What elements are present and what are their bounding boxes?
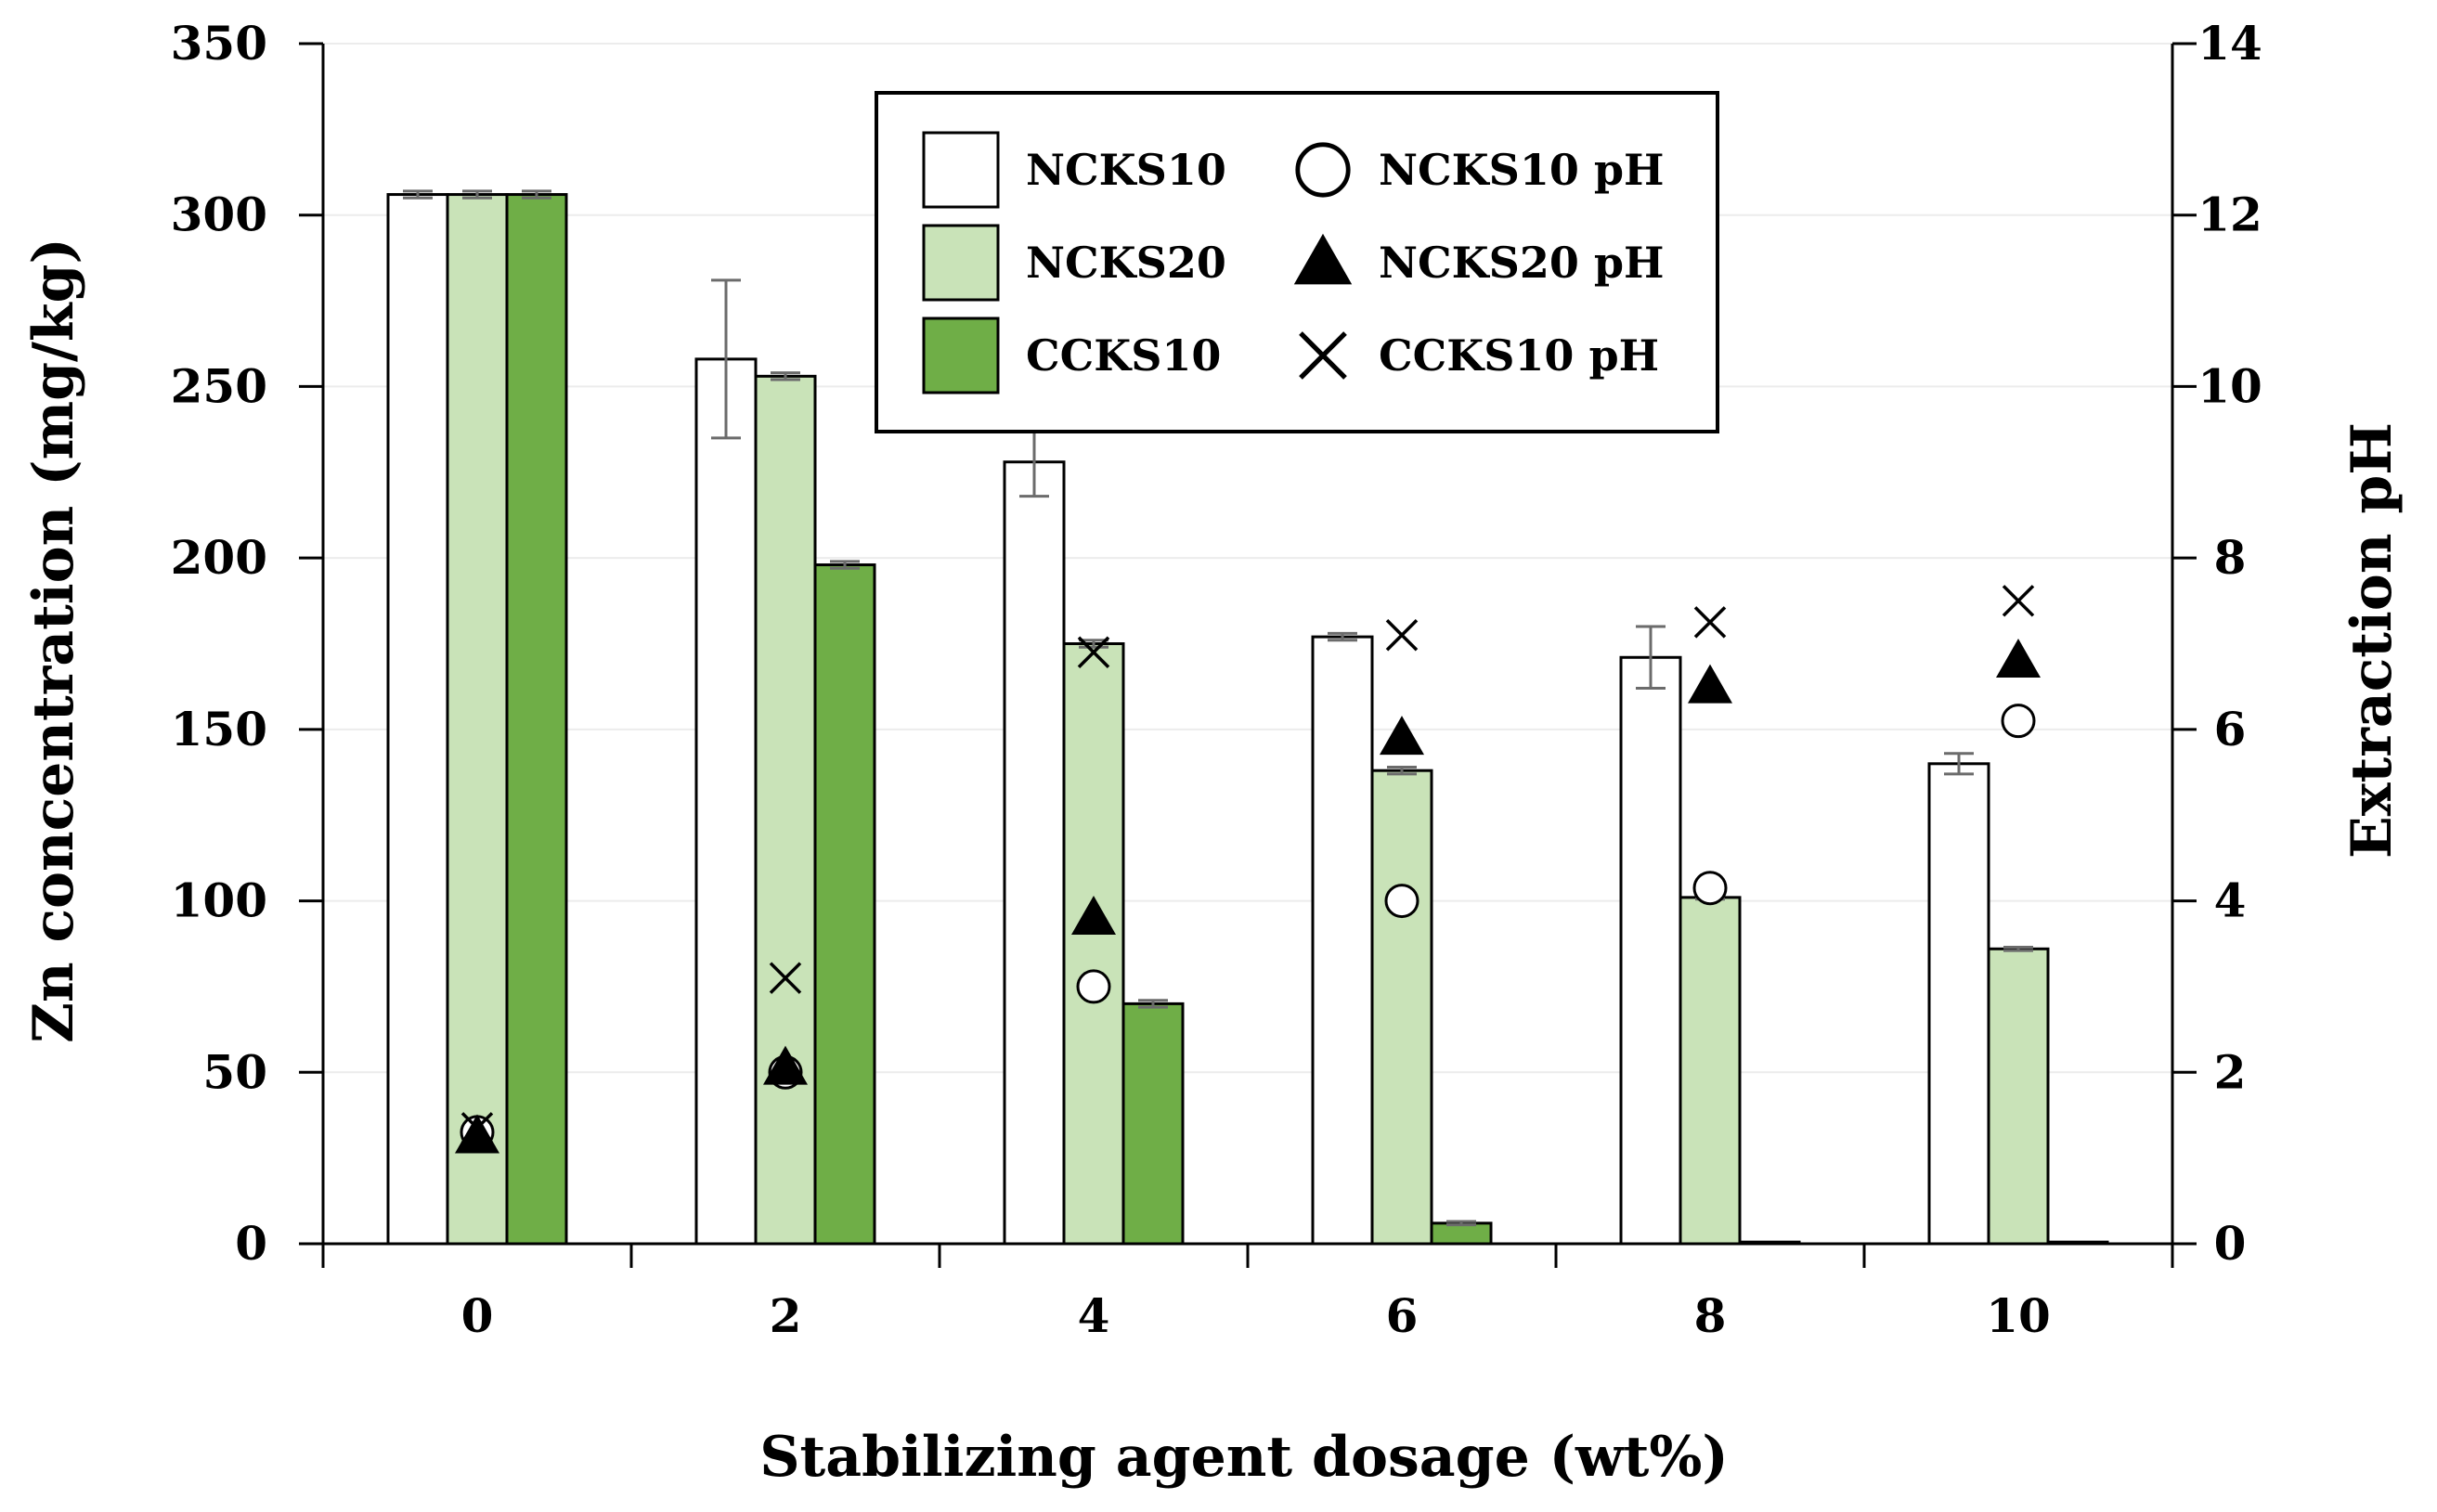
- legend-box: [875, 91, 1719, 433]
- bar-ncks20-2: [754, 374, 817, 1246]
- bar-ncks10-0: [386, 193, 449, 1246]
- axes-layer: 0 50 100 150 200 250 300 350 0 2 4 6 8 10 12 14 0 2 4 6 8 10: [171, 16, 2262, 1343]
- error-bar-ncks20-2: [771, 371, 800, 381]
- x-axis-title: Stabilizing agent dosage (wt%): [759, 1425, 1729, 1490]
- legend-label-ccks10: CCKS10: [1026, 330, 1221, 381]
- legend-label-ncks20-ph: NCKS20 pH: [1379, 238, 1665, 288]
- legend-label-ccks10-ph: CCKS10 pH: [1379, 330, 1659, 381]
- y2-tick-label: 10: [2197, 358, 2262, 413]
- error-bar-ncks10-2: [711, 278, 741, 440]
- bar-ncks10-8: [1619, 655, 1682, 1246]
- ph-marker-ccks10-ph-0: [460, 1112, 494, 1144]
- ph-marker-ncks10-ph-10: [2001, 704, 2036, 739]
- bar-ncks20-6: [1370, 769, 1433, 1246]
- legend-items: NCKS10 NCKS20 CCKS10 NCKS10 pH NCKS20 pH CCKS…: [922, 131, 1665, 394]
- bar-ccks10-4: [1121, 1002, 1185, 1246]
- error-bar-ncks10-0: [403, 189, 433, 200]
- error-bar-ncks10-10: [1944, 752, 1974, 776]
- y-tick-label: 100: [171, 873, 267, 928]
- y2-tick-label: 14: [2197, 16, 2262, 71]
- y-tick-label: 350: [171, 16, 267, 71]
- bar-ncks20-8: [1679, 896, 1742, 1246]
- y2-tick-label: 2: [2214, 1044, 2247, 1099]
- y2-tick-label: 0: [2214, 1216, 2247, 1271]
- error-bar-ccks10-4: [1138, 999, 1168, 1009]
- error-bar-ncks20-10: [2003, 945, 2033, 952]
- legend-swatch-ccks10: [922, 317, 1000, 394]
- error-bar-ccks10-6: [1446, 1220, 1476, 1227]
- y-tick-label: 200: [171, 530, 267, 585]
- legend-swatch-ncks20: [922, 224, 1000, 302]
- bar-ncks20-4: [1062, 642, 1125, 1246]
- bar-ccks10-2: [813, 563, 876, 1246]
- error-bar-ccks10-0: [522, 189, 551, 200]
- bar-ncks20-10: [1987, 947, 2050, 1246]
- x-tick-label: 2: [770, 1288, 802, 1343]
- x-tick-label: 0: [461, 1288, 494, 1343]
- y-tick-label: 300: [171, 187, 267, 242]
- ph-marker-ccks10-ph-2: [769, 962, 802, 994]
- y-tick-label: 150: [171, 702, 267, 756]
- x-tick-label: 10: [1986, 1288, 2051, 1343]
- y2-tick-label: 8: [2214, 530, 2247, 585]
- ph-markers-layer: [455, 585, 2041, 1154]
- y2-axis-title: Extraction pH: [2340, 422, 2405, 859]
- error-bar-ccks10-2: [830, 560, 860, 570]
- y-axis-title: Zn concentration (mg/kg): [21, 238, 86, 1043]
- legend-label-ncks10: NCKS10: [1026, 145, 1226, 195]
- ph-marker-ccks10-ph-4: [1077, 636, 1110, 668]
- bar-ncks20-0: [446, 193, 509, 1246]
- y2-tick-label: 6: [2214, 702, 2247, 756]
- ph-marker-ncks20-ph-6: [1380, 716, 1424, 756]
- error-bar-ncks20-6: [1387, 765, 1417, 776]
- x-tick-label: 8: [1694, 1288, 1727, 1343]
- y-tick-label: 0: [235, 1216, 267, 1271]
- y2-tick-label: 12: [2197, 187, 2262, 242]
- x-tick-label: 4: [1078, 1288, 1110, 1343]
- ph-marker-ncks10-ph-8: [1692, 871, 1728, 906]
- bar-ncks10-4: [1003, 460, 1066, 1246]
- legend-marker-ccks10-ph: [1299, 331, 1347, 380]
- error-bar-ncks10-8: [1636, 625, 1666, 691]
- y2-tick-label: 4: [2214, 873, 2247, 928]
- y-tick-label: 250: [171, 358, 267, 413]
- bar-ncks10-2: [694, 357, 758, 1246]
- ph-marker-ncks10-ph-6: [1384, 884, 1419, 919]
- legend-swatch-ncks10: [922, 131, 1000, 209]
- bar-ccks10-0: [505, 193, 568, 1246]
- legend-marker-ncks10-ph: [1295, 142, 1351, 198]
- legend: NCKS10 NCKS20 CCKS10 NCKS10 pH NCKS20 pH CCKS…: [875, 91, 1719, 433]
- ph-marker-ncks10-ph-4: [1076, 969, 1111, 1004]
- ph-marker-ncks20-ph-0: [455, 1114, 499, 1154]
- ph-marker-ncks20-ph-4: [1071, 896, 1116, 936]
- y-tick-label: 50: [202, 1044, 267, 1099]
- ph-marker-ncks20-ph-10: [1996, 638, 2041, 678]
- bars-layer: [386, 193, 2109, 1246]
- bar-ncks10-10: [1927, 762, 1990, 1246]
- ph-marker-ccks10-ph-6: [1385, 619, 1419, 652]
- legend-label-ncks10-ph: NCKS10 pH: [1379, 145, 1665, 195]
- ph-marker-ncks20-ph-2: [763, 1045, 808, 1085]
- ph-marker-ncks20-ph-8: [1688, 664, 1732, 704]
- legend-marker-ncks20-ph: [1293, 233, 1353, 285]
- ph-marker-ccks10-ph-8: [1693, 606, 1727, 639]
- error-bar-ncks20-0: [462, 189, 492, 200]
- ph-marker-ccks10-ph-10: [2002, 585, 2035, 617]
- bar-ncks10-6: [1311, 635, 1374, 1246]
- error-bar-ncks10-6: [1328, 631, 1357, 642]
- legend-label-ncks20: NCKS20: [1026, 238, 1226, 288]
- x-tick-label: 6: [1386, 1288, 1419, 1343]
